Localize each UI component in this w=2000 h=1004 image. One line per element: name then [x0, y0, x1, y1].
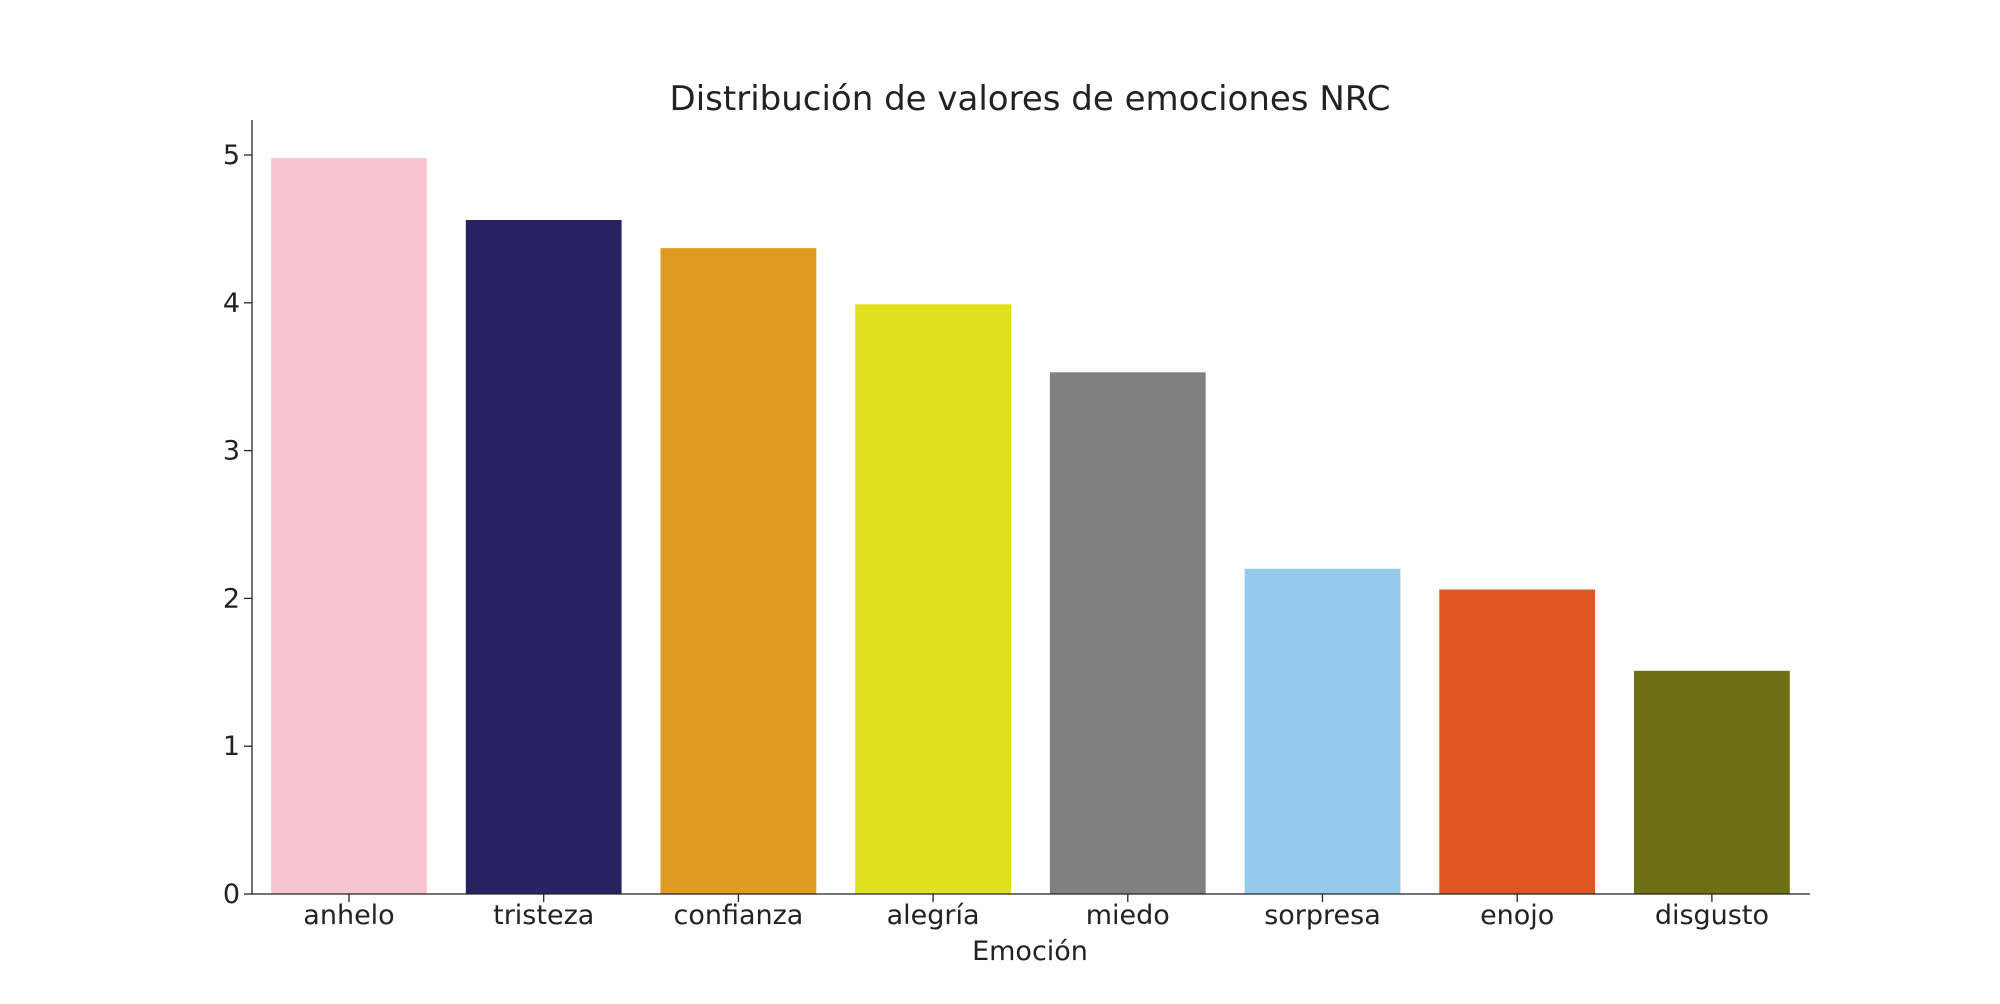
x-tick-label-anhelo: anhelo [303, 900, 394, 931]
bars-layer [271, 158, 1790, 895]
axes-layer [251, 120, 1810, 895]
x-tick-label-disgusto: disgusto [1655, 900, 1769, 931]
y-tick-label: 3 [223, 436, 240, 467]
y-tick-label: 1 [223, 731, 240, 762]
ticks-layer: 0 1 2 3 4 5 anhelo tristeza confianza alegría mied… [223, 140, 1769, 931]
x-tick-label-tristeza: tristeza [493, 900, 594, 931]
bar-sorpresa [1244, 568, 1401, 894]
bar-miedo [1049, 372, 1206, 894]
x-tick-label-enojo: enojo [1480, 900, 1554, 931]
x-tick-label-alegría: alegría [887, 900, 980, 931]
y-tick-label: 2 [223, 583, 240, 614]
bar-disgusto [1634, 670, 1790, 894]
y-tick-label: 5 [223, 140, 240, 171]
y-tick-label: 0 [223, 879, 240, 910]
bar-alegría [855, 304, 1011, 894]
x-tick-label-confianza: confianza [673, 900, 803, 931]
y-tick-label: 4 [223, 288, 240, 319]
x-axis-label: Emoción [972, 936, 1088, 967]
bar-enojo [1439, 589, 1596, 894]
x-tick-label-sorpresa: sorpresa [1264, 900, 1381, 931]
bar-confianza [660, 248, 817, 895]
x-tick-label-miedo: miedo [1086, 900, 1170, 931]
bar-tristeza [465, 220, 622, 894]
chart-title: Distribución de valores de emociones NRC [670, 79, 1391, 119]
bar-anhelo [271, 158, 427, 894]
